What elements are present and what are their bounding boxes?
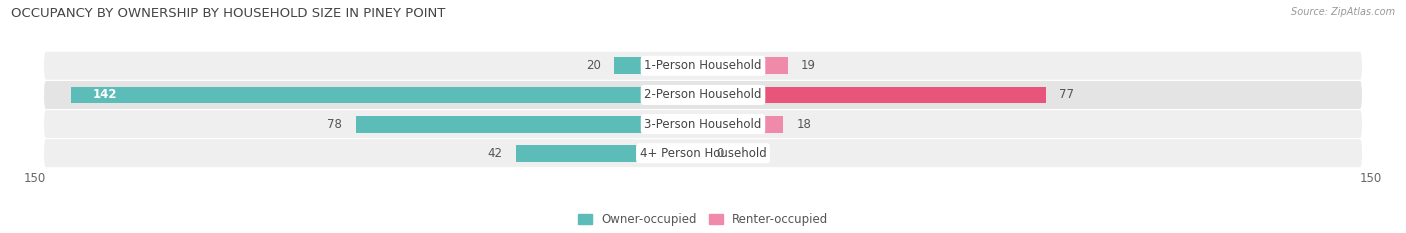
Text: 1-Person Household: 1-Person Household <box>644 59 762 72</box>
Bar <box>703 116 783 133</box>
Text: 19: 19 <box>801 59 815 72</box>
Text: Source: ZipAtlas.com: Source: ZipAtlas.com <box>1291 7 1395 17</box>
FancyBboxPatch shape <box>44 81 1362 109</box>
FancyBboxPatch shape <box>44 110 1362 138</box>
Text: 0: 0 <box>716 147 724 160</box>
Bar <box>703 57 787 74</box>
FancyBboxPatch shape <box>44 139 1362 167</box>
Bar <box>516 145 703 162</box>
Text: 142: 142 <box>93 89 118 101</box>
FancyBboxPatch shape <box>44 52 1362 80</box>
Bar <box>356 116 703 133</box>
Bar <box>703 86 1046 103</box>
Text: 2-Person Household: 2-Person Household <box>644 89 762 101</box>
Legend: Owner-occupied, Renter-occupied: Owner-occupied, Renter-occupied <box>578 213 828 226</box>
Text: 42: 42 <box>488 147 502 160</box>
Text: 20: 20 <box>586 59 600 72</box>
Text: OCCUPANCY BY OWNERSHIP BY HOUSEHOLD SIZE IN PINEY POINT: OCCUPANCY BY OWNERSHIP BY HOUSEHOLD SIZE… <box>11 7 446 20</box>
Text: 18: 18 <box>796 118 811 130</box>
Text: 78: 78 <box>328 118 342 130</box>
Bar <box>70 86 703 103</box>
Text: 4+ Person Household: 4+ Person Household <box>640 147 766 160</box>
Text: 77: 77 <box>1059 89 1074 101</box>
Bar <box>614 57 703 74</box>
Text: 3-Person Household: 3-Person Household <box>644 118 762 130</box>
